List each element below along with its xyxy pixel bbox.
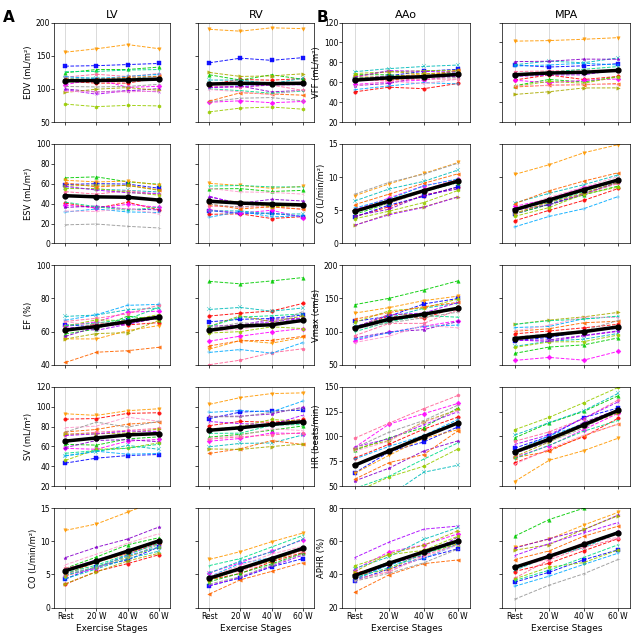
X-axis label: Exercise Stages: Exercise Stages — [371, 624, 442, 633]
Y-axis label: ESV (mL/m²): ESV (mL/m²) — [24, 167, 33, 220]
Text: B: B — [317, 10, 328, 24]
X-axis label: Exercise Stages: Exercise Stages — [220, 624, 292, 633]
Title: LV: LV — [106, 10, 118, 21]
Y-axis label: Vmax (cm/s): Vmax (cm/s) — [312, 289, 321, 341]
Y-axis label: HR (beats/min): HR (beats/min) — [312, 404, 321, 468]
Y-axis label: SV (mL/m²): SV (mL/m²) — [24, 413, 33, 460]
Y-axis label: EF (%): EF (%) — [24, 302, 33, 329]
Y-axis label: APHR (%): APHR (%) — [317, 538, 326, 578]
Title: MPA: MPA — [555, 10, 578, 21]
X-axis label: Exercise Stages: Exercise Stages — [76, 624, 148, 633]
Title: AAo: AAo — [396, 10, 417, 21]
Text: A: A — [3, 10, 15, 24]
X-axis label: Exercise Stages: Exercise Stages — [531, 624, 602, 633]
Y-axis label: CO (L/min/m²): CO (L/min/m²) — [317, 164, 326, 223]
Y-axis label: VFF (mL/m²): VFF (mL/m²) — [312, 46, 321, 98]
Y-axis label: CO (L/min/m²): CO (L/min/m²) — [29, 529, 38, 588]
Title: RV: RV — [248, 10, 264, 21]
Y-axis label: EDV (mL/m²): EDV (mL/m²) — [24, 46, 33, 99]
